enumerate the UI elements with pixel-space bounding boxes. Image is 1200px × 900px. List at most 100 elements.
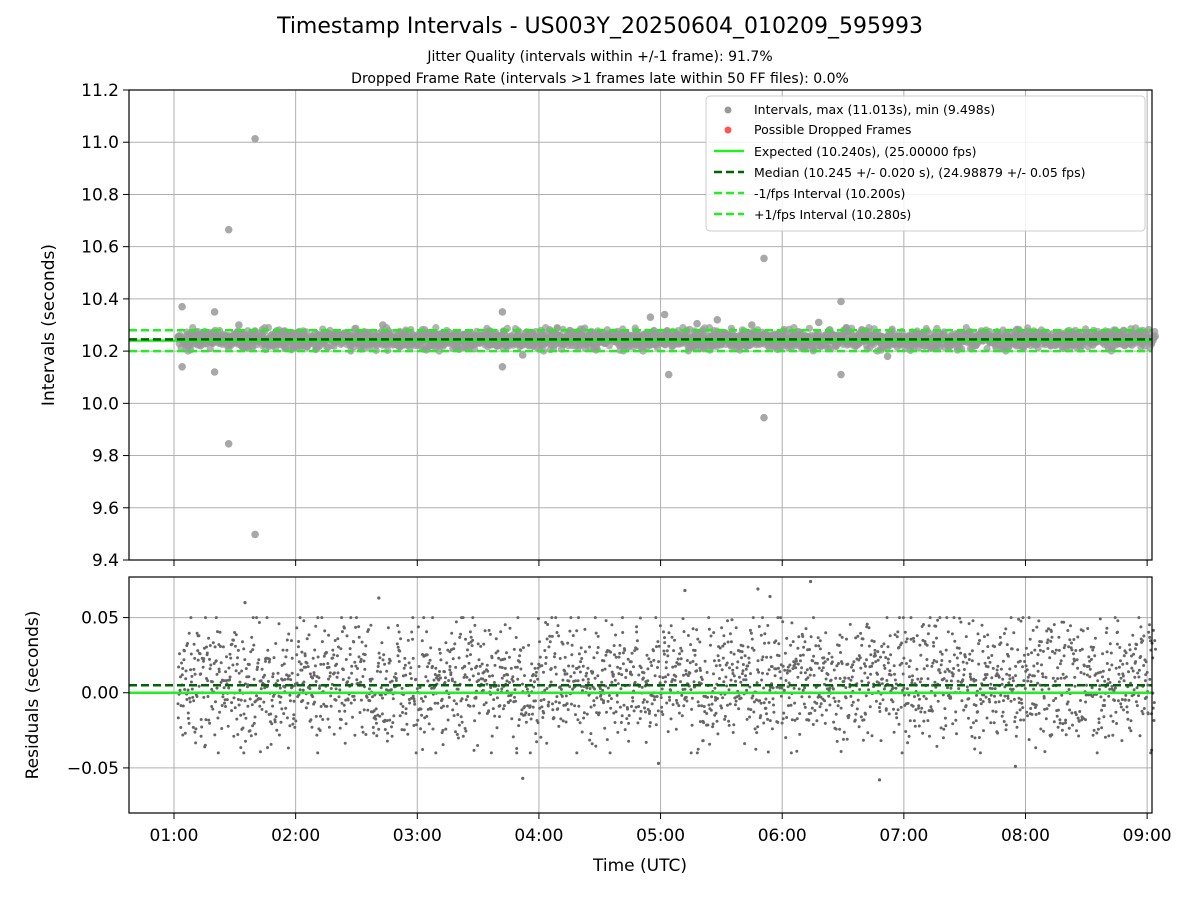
- residual-point: [886, 661, 890, 665]
- residual-point: [563, 669, 567, 673]
- residual-point: [414, 751, 418, 755]
- residual-point: [700, 704, 704, 708]
- residual-point: [568, 629, 572, 633]
- residual-point: [738, 675, 741, 679]
- residual-point: [207, 718, 211, 722]
- residual-point: [815, 701, 819, 705]
- residual-point: [928, 616, 932, 620]
- legend: Intervals, max (11.013s), min (9.498s) P…: [705, 95, 1146, 232]
- residual-point: [380, 641, 384, 645]
- residual-point: [505, 651, 508, 655]
- residual-point: [846, 662, 850, 666]
- residual-point: [322, 662, 326, 666]
- residual-point: [340, 616, 344, 620]
- residual-point: [986, 665, 990, 669]
- residual-point: [597, 711, 601, 715]
- residual-point: [894, 686, 898, 690]
- residual-point: [743, 654, 747, 658]
- residual-point: [943, 716, 947, 720]
- residual-point: [619, 687, 623, 691]
- residual-point: [363, 667, 367, 671]
- residual-point: [873, 654, 877, 658]
- residual-point: [1002, 632, 1006, 635]
- residual-point: [961, 678, 965, 682]
- residual-point: [1017, 701, 1021, 705]
- residual-point: [661, 713, 665, 716]
- residual-point: [737, 707, 741, 711]
- residual-point: [294, 719, 298, 723]
- residual-point: [333, 639, 337, 642]
- residual-point: [905, 637, 909, 641]
- residual-point: [338, 688, 342, 692]
- residual-point: [812, 616, 815, 620]
- residual-point: [552, 716, 556, 720]
- residual-point: [781, 717, 785, 721]
- residual-point: [514, 699, 517, 703]
- residual-point: [183, 688, 187, 691]
- residual-point: [639, 709, 643, 713]
- residual-point: [565, 672, 569, 676]
- residual-point: [756, 659, 760, 663]
- interval-outlier-point: [814, 318, 823, 327]
- residual-point: [888, 669, 892, 673]
- residual-point: [519, 667, 523, 671]
- residual-point: [364, 733, 368, 736]
- residual-point: [949, 679, 953, 683]
- residual-point: [926, 719, 930, 723]
- residual-point: [516, 677, 520, 681]
- residual-point: [886, 645, 890, 649]
- residual-point: [461, 616, 465, 620]
- residual-point: [805, 668, 809, 672]
- residual-point: [199, 734, 203, 738]
- residual-point: [190, 687, 194, 691]
- residual-point: [411, 694, 415, 698]
- residual-point: [513, 695, 516, 699]
- residual-point: [675, 701, 679, 705]
- residual-point: [808, 673, 812, 677]
- residual-point: [274, 642, 278, 645]
- residual-point: [695, 669, 699, 673]
- residual-point: [370, 677, 374, 681]
- residual-point: [327, 665, 331, 669]
- interval-outlier-point: [837, 370, 845, 379]
- residual-point: [1013, 715, 1017, 719]
- residual-point: [276, 671, 280, 675]
- residual-point: [580, 657, 584, 660]
- residual-point: [542, 670, 545, 674]
- residual-point: [352, 694, 356, 698]
- residual-point: [591, 670, 595, 674]
- residual-point: [777, 642, 781, 646]
- residual-point: [469, 635, 473, 639]
- residual-point: [446, 718, 450, 722]
- residual-point: [448, 665, 452, 668]
- residual-point: [765, 712, 768, 716]
- residual-point: [282, 712, 286, 716]
- residual-point: [942, 727, 946, 731]
- residual-point: [275, 728, 279, 732]
- residual-point: [359, 657, 363, 661]
- residual-point: [666, 730, 670, 734]
- residual-point: [961, 660, 965, 664]
- residual-point: [335, 654, 339, 658]
- residual-point: [217, 667, 221, 671]
- residual-point: [897, 645, 901, 649]
- residual-point: [293, 725, 297, 729]
- residual-point: [410, 630, 414, 634]
- residual-point: [706, 723, 710, 727]
- residual-point: [434, 751, 438, 755]
- residual-point: [882, 650, 886, 654]
- residual-point: [721, 696, 725, 700]
- residual-point: [928, 734, 931, 738]
- residual-point: [409, 677, 413, 680]
- residual-point: [785, 716, 789, 719]
- residual-point: [918, 680, 922, 684]
- residual-point: [796, 675, 800, 679]
- residual-point: [550, 634, 554, 638]
- residual-point: [973, 747, 977, 751]
- residual-point: [482, 642, 486, 646]
- residual-point: [454, 665, 458, 669]
- residual-point: [677, 704, 681, 708]
- residual-point: [980, 623, 984, 627]
- residual-point: [543, 649, 547, 652]
